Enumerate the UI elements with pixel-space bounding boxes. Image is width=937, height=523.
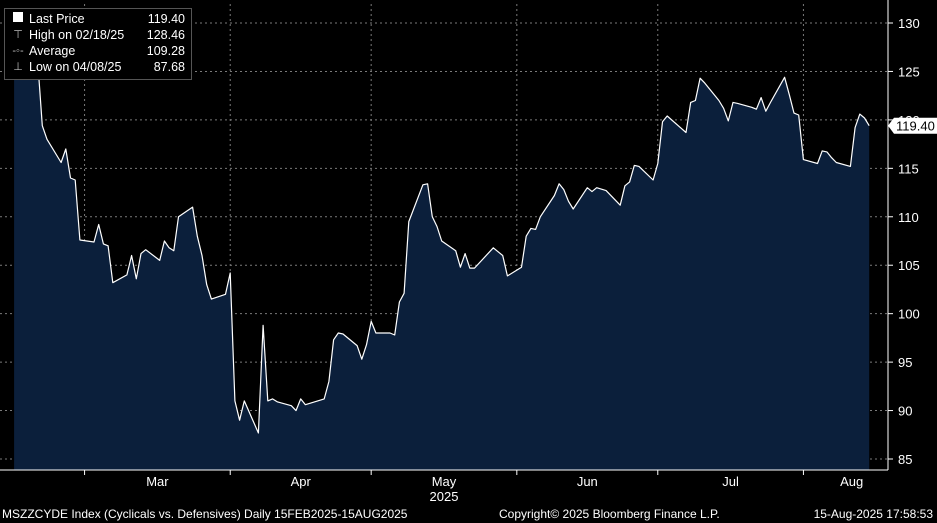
y-tick-label: 110 [898, 210, 919, 225]
y-axis: 859095100105110115120125130119.40 [888, 16, 937, 467]
legend-label: Average [29, 44, 76, 58]
x-tick-label: Jun [577, 474, 598, 489]
area-layer [13, 37, 870, 471]
legend-value: 109.28 [146, 44, 185, 58]
series-area-last-price [14, 37, 870, 471]
average-line-icon: -◦- [12, 45, 24, 57]
legend-label: Last Price [29, 12, 85, 26]
x-tick-label: Apr [291, 474, 312, 489]
legend-label: High on 02/18/25 [29, 28, 125, 42]
footer-timestamp: 15-Aug-2025 17:58:53 [813, 507, 933, 521]
x-axis: Mar Apr May Jun Jul Aug 2025 [84, 470, 863, 504]
chart-legend: Last Price 119.40 ⊤ High on 02/18/25 128… [4, 8, 192, 80]
low-marker-icon: ⊥ [13, 61, 23, 73]
y-tick-label: 85 [898, 452, 912, 467]
legend-item-last-price: Last Price 119.40 [11, 11, 185, 27]
high-marker-icon: ⊤ [13, 29, 23, 41]
last-price-label: 119.40 [896, 119, 935, 134]
x-tick-label: Jul [722, 474, 739, 489]
legend-value: 128.46 [146, 28, 185, 42]
legend-item-average: -◦- Average 109.28 [11, 43, 185, 59]
footer-security-description: MSZZCYDE Index (Cyclicals vs. Defensives… [2, 507, 408, 521]
legend-label: Low on 04/08/25 [29, 60, 122, 74]
legend-value: 87.68 [153, 60, 185, 74]
series-line-last-price [13, 37, 870, 434]
last-price-marker [888, 117, 937, 134]
y-tick-label: 90 [898, 404, 912, 419]
axis-layer [0, 0, 889, 471]
x-year-label: 2025 [430, 489, 459, 504]
y-tick-label: 100 [898, 307, 920, 322]
y-tick-label: 125 [898, 64, 920, 79]
legend-value: 119.40 [147, 12, 185, 26]
y-tick-label: 130 [898, 16, 920, 31]
legend-item-low: ⊥ Low on 04/08/25 87.68 [11, 59, 185, 75]
footer-copyright: Copyright© 2025 Bloomberg Finance L.P. [499, 507, 720, 521]
y-tick-label: 105 [898, 258, 920, 273]
filled-square-icon [11, 11, 25, 27]
y-tick-label: 95 [898, 355, 912, 370]
x-tick-label: May [432, 474, 457, 489]
chart-footer: MSZZCYDE Index (Cyclicals vs. Defensives… [0, 503, 937, 523]
x-tick-label: Mar [146, 474, 169, 489]
x-tick-label: Aug [840, 474, 863, 489]
y-tick-label: 115 [898, 161, 919, 176]
legend-item-high: ⊤ High on 02/18/25 128.46 [11, 27, 185, 43]
